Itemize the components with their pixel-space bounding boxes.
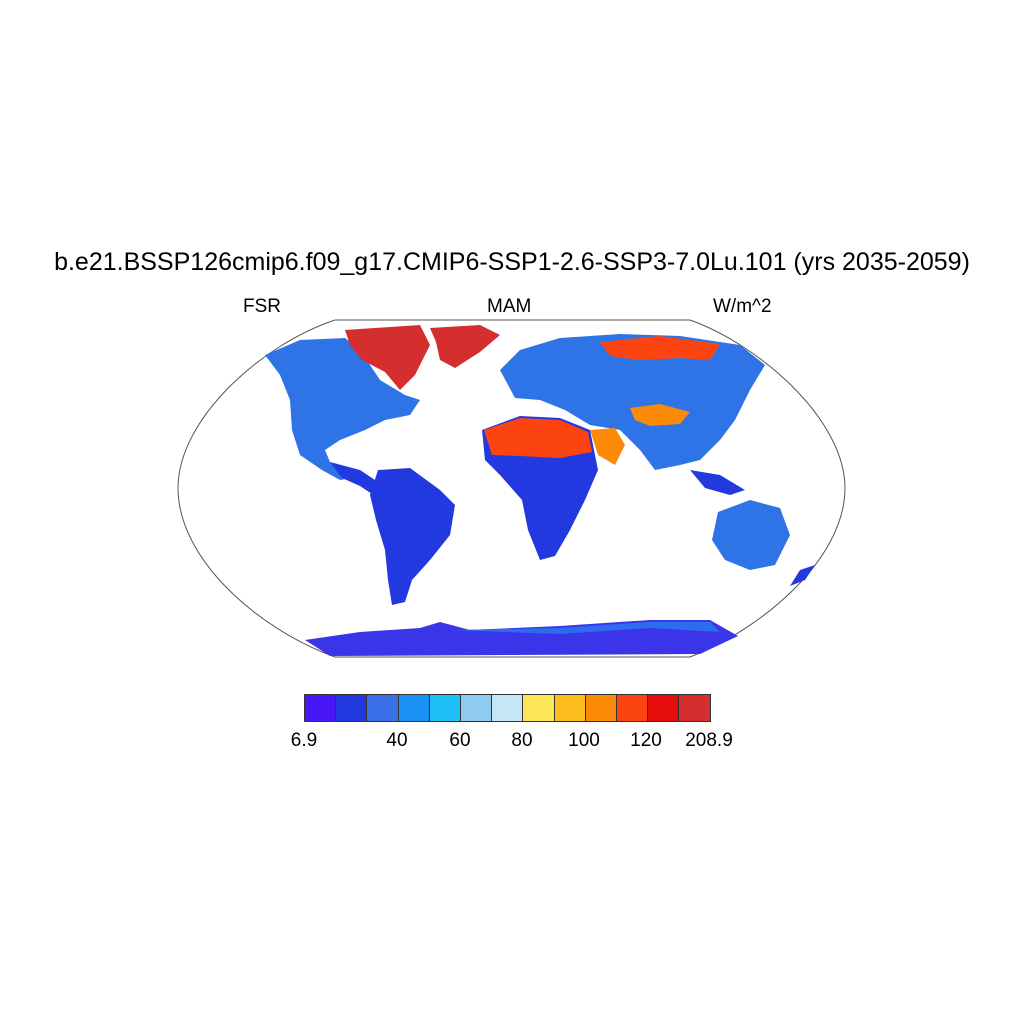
greenland xyxy=(430,325,500,368)
south-america xyxy=(370,468,455,605)
colorbar-swatch xyxy=(522,694,555,722)
north-america xyxy=(265,338,420,480)
colorbar-swatch xyxy=(553,694,586,722)
colorbar-swatch xyxy=(491,694,524,722)
colorbar-tick-label: 40 xyxy=(386,730,408,751)
colorbar-tick-label: 6.9 xyxy=(290,730,318,751)
indonesia xyxy=(690,470,745,495)
australia xyxy=(712,500,790,570)
season-label: MAM xyxy=(487,296,532,317)
colorbar-tick-label: 80 xyxy=(511,730,533,751)
colorbar-swatch xyxy=(584,694,617,722)
units-label: W/m^2 xyxy=(713,296,772,317)
colorbar-swatch xyxy=(428,694,461,722)
colorbar-swatch xyxy=(460,694,493,722)
tibet xyxy=(630,404,690,426)
colorbar-tick-label: 120 xyxy=(630,730,662,751)
sahara xyxy=(484,418,592,458)
colorbar-tick-label: 60 xyxy=(449,730,471,751)
central-america xyxy=(330,462,385,498)
colorbar-swatch xyxy=(366,694,399,722)
colorbar-swatch xyxy=(335,694,368,722)
variable-label: FSR xyxy=(243,296,281,317)
colorbar-swatch xyxy=(678,694,711,722)
canadian-arctic xyxy=(345,325,430,390)
antarctica-coast xyxy=(450,622,720,634)
colorbar-swatch xyxy=(397,694,430,722)
colorbar-swatch xyxy=(616,694,649,722)
siberia-hot xyxy=(600,336,720,360)
colorbar-swatch xyxy=(647,694,680,722)
arabia xyxy=(590,428,625,465)
eurasia xyxy=(500,334,765,470)
colorbar-swatch xyxy=(304,694,337,722)
map-title: b.e21.BSSP126cmip6.f09_g17.CMIP6-SSP1-2.… xyxy=(54,248,970,276)
colorbar-tick-label: 100 xyxy=(568,730,600,751)
colorbar-tick-label: 208.9 xyxy=(685,730,733,751)
new-zealand xyxy=(790,565,815,586)
